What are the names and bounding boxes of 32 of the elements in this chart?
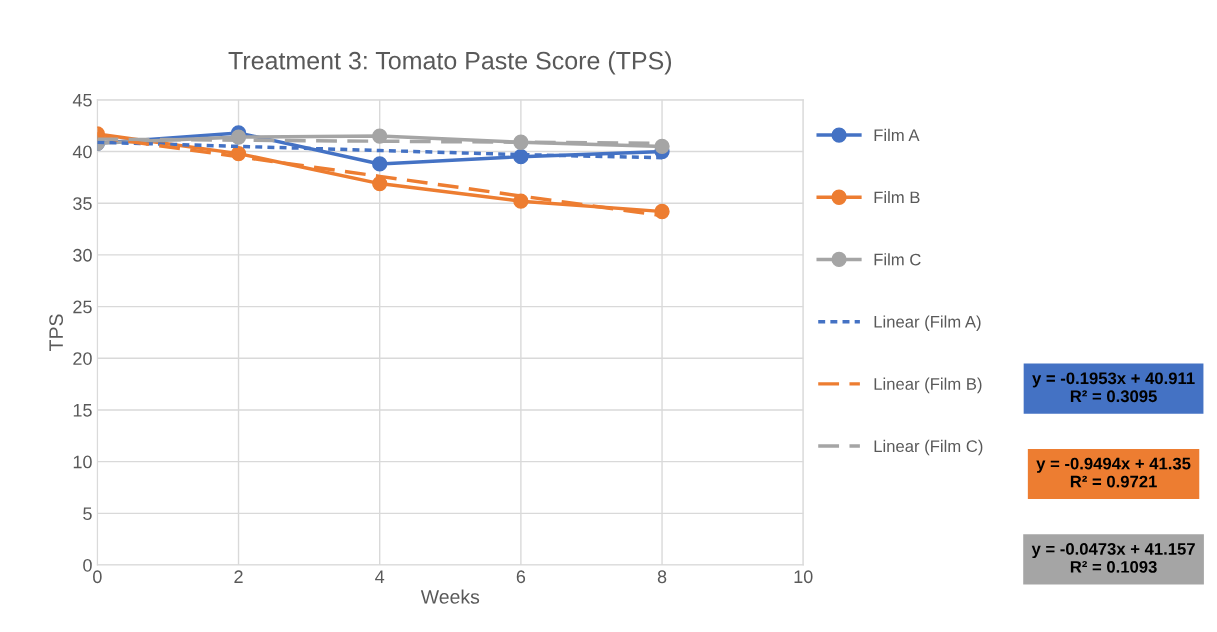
chart-title: Treatment 3: Tomato Paste Score (TPS) — [228, 51, 672, 75]
y-tick-label: 40 — [72, 145, 92, 159]
legend-label: Film C — [874, 253, 921, 266]
y-tick-label: 25 — [73, 300, 92, 314]
text: y = -0.0473x + 41.157 R² = 0.1093 — [1031, 543, 1195, 573]
text: y = -0.1953x + 40.911 R² = 0.3095 — [1032, 372, 1195, 403]
y-axis-title: TPS — [49, 314, 64, 351]
y-tick-label: 30 — [73, 248, 92, 262]
x-tick-label: 6 — [516, 570, 526, 584]
y-tick-label: 45 — [72, 93, 92, 107]
x-axis-title: Weeks — [420, 589, 480, 604]
point — [513, 193, 529, 209]
x-tick-label: 8 — [657, 570, 667, 584]
legend-label: Film B — [874, 191, 920, 204]
y-tick-label: 10 — [73, 455, 92, 469]
x-tick-label: 4 — [375, 570, 385, 583]
legend-label: Film A — [874, 128, 920, 141]
y-tick-label: 15 — [73, 404, 92, 417]
y-tick-label: 20 — [73, 352, 92, 365]
x-tick-label: 2 — [234, 570, 243, 583]
point — [654, 138, 670, 155]
point — [372, 175, 388, 192]
x-tick-label: 0 — [93, 570, 102, 584]
y-tick-label: 0 — [83, 558, 92, 572]
legend-label: Linear (Film C) — [874, 439, 983, 456]
point — [372, 156, 388, 172]
x-tick-label: 10 — [794, 570, 813, 584]
y-tick-label: 5 — [83, 507, 92, 521]
legend-label: Linear (Film A) — [874, 315, 981, 331]
text: y = -0.9494x + 41.35 R² = 0.9721 — [1036, 457, 1191, 488]
legend-label: Linear (Film B) — [874, 377, 982, 394]
y-tick-label: 35 — [73, 197, 92, 210]
